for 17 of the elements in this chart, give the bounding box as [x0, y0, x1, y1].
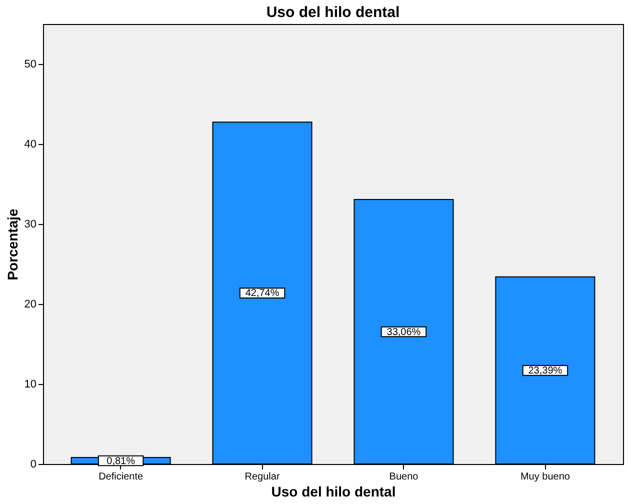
data-label: 33,06% [386, 326, 421, 338]
x-tick-label: Deficiente [98, 472, 144, 482]
y-tick-label: 40 [24, 138, 36, 150]
data-label: 0,81% [106, 456, 136, 467]
y-tick-label: 50 [24, 58, 36, 70]
x-axis-title: Uso del hilo dental [271, 484, 396, 500]
chart-title: Uso del hilo dental [266, 4, 400, 21]
x-tick-label: Bueno [389, 472, 419, 482]
x-tick-label: Regular [244, 472, 280, 482]
data-label: 23,39% [528, 365, 562, 376]
y-tick-label: 0 [30, 458, 36, 470]
y-axis-title: Porcentaje [4, 208, 20, 280]
x-tick-label: Muy bueno [520, 472, 570, 482]
y-tick-label: 20 [24, 298, 36, 310]
data-label: 42,74% [245, 288, 280, 300]
y-tick-label: 30 [24, 218, 36, 230]
y-tick-label: 10 [24, 378, 36, 390]
